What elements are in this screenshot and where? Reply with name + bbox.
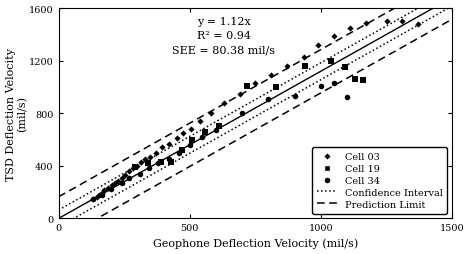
Point <box>118 181 125 185</box>
Point <box>105 186 112 190</box>
Point <box>165 142 172 146</box>
Point <box>111 181 119 185</box>
Point <box>109 183 116 187</box>
Point <box>173 137 180 141</box>
Text: y = 1.12x
R² = 0.94
SEE = 80.38 mil/s: y = 1.12x R² = 0.94 SEE = 80.38 mil/s <box>172 18 275 55</box>
Point <box>131 166 138 170</box>
Point <box>155 161 162 165</box>
Legend: Cell 03, Cell 19, Cell 34, Confidence Interval, Prediction Limit: Cell 03, Cell 19, Cell 34, Confidence In… <box>313 148 447 214</box>
Point <box>202 130 209 134</box>
Point <box>351 78 359 82</box>
Point <box>141 158 149 162</box>
Point <box>283 65 290 69</box>
Point <box>328 59 335 64</box>
Point <box>187 128 195 132</box>
Point <box>341 66 348 70</box>
Point <box>414 23 422 27</box>
Point <box>186 144 194 148</box>
Point <box>236 92 243 96</box>
Point <box>125 177 133 181</box>
Point <box>136 172 144 176</box>
Point <box>158 146 166 150</box>
Point <box>188 138 196 142</box>
Point <box>198 135 205 139</box>
Point <box>101 188 108 193</box>
Point <box>317 84 325 88</box>
Point <box>238 112 246 116</box>
Point <box>300 55 308 59</box>
Point <box>180 131 187 135</box>
Point <box>330 82 338 86</box>
Point <box>178 148 186 152</box>
Point <box>89 198 96 202</box>
Point <box>359 79 367 83</box>
Point <box>291 94 298 98</box>
Point <box>267 74 275 78</box>
Y-axis label: TSD Deflection Velocity
(mil/s): TSD Deflection Velocity (mil/s) <box>6 48 28 180</box>
Point <box>273 86 280 90</box>
Point <box>362 21 369 25</box>
Point <box>175 152 183 156</box>
Point <box>144 162 151 166</box>
X-axis label: Geophone Deflection Velocity (mil/s): Geophone Deflection Velocity (mil/s) <box>153 238 358 248</box>
Point <box>122 173 129 177</box>
Point <box>330 35 338 39</box>
Point <box>344 96 351 100</box>
Point <box>314 44 322 48</box>
Point <box>89 197 96 201</box>
Point <box>251 82 259 86</box>
Point <box>207 112 214 116</box>
Point <box>133 164 141 168</box>
Point <box>157 160 164 164</box>
Point <box>107 187 115 191</box>
Point <box>130 167 137 171</box>
Point <box>215 125 222 129</box>
Point <box>244 84 251 88</box>
Point <box>95 193 103 197</box>
Point <box>399 20 406 24</box>
Point <box>265 97 272 101</box>
Point <box>147 155 154 159</box>
Point <box>118 176 125 180</box>
Point <box>125 169 133 173</box>
Point <box>98 193 106 197</box>
Point <box>152 151 159 155</box>
Point <box>165 157 172 161</box>
Point <box>168 160 175 164</box>
Point <box>93 195 100 199</box>
Point <box>212 129 220 133</box>
Point <box>98 191 106 195</box>
Point <box>220 101 227 105</box>
Point <box>114 179 121 183</box>
Point <box>196 120 204 124</box>
Point <box>346 27 353 31</box>
Point <box>145 166 153 170</box>
Point <box>301 65 309 69</box>
Point <box>383 20 390 24</box>
Point <box>137 160 145 164</box>
